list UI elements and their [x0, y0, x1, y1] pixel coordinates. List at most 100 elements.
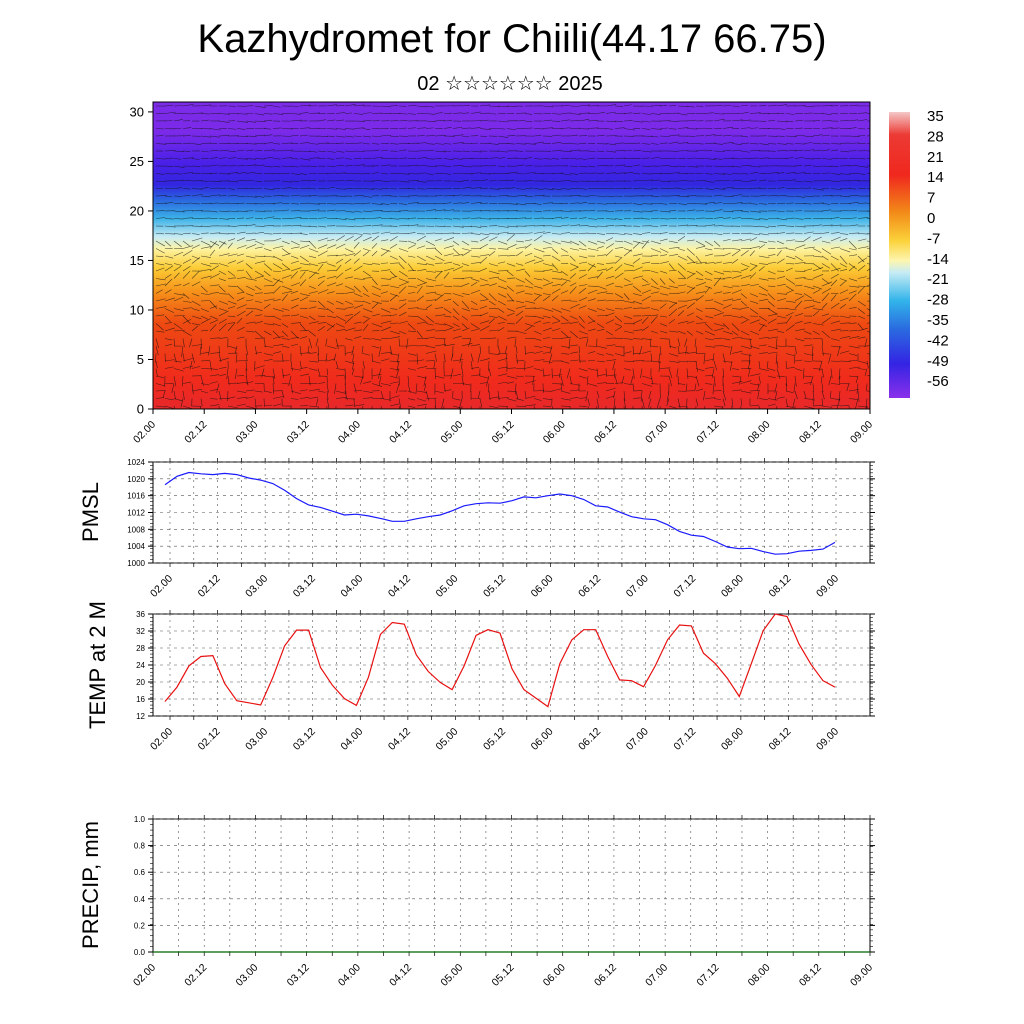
wind-vector [596, 263, 605, 265]
wind-vector [497, 366, 509, 369]
wind-vector [344, 285, 355, 291]
wind-vector [632, 275, 644, 279]
wind-vector [785, 179, 796, 182]
wind-vector [173, 323, 183, 330]
wind-vector [794, 300, 803, 309]
wind-vector [794, 295, 805, 302]
series-line [164, 471, 836, 555]
wind-vector [461, 217, 471, 219]
wind-vector [785, 345, 795, 347]
wind-vector [189, 338, 193, 348]
wind-vector [182, 195, 191, 197]
wind-vector [254, 240, 265, 246]
wind-vector [398, 157, 408, 159]
wind-vector [533, 217, 544, 219]
wind-vector [416, 359, 425, 362]
y-tick-label: 0.2 [134, 921, 146, 930]
wind-vector [281, 374, 291, 377]
wind-vector [443, 245, 454, 249]
wind-vector [164, 398, 174, 401]
wind-vector [749, 319, 760, 324]
wind-vector [713, 278, 725, 280]
wind-vector [677, 310, 685, 317]
wind-vector [461, 315, 468, 321]
wind-vector [569, 303, 580, 309]
wind-vector [290, 330, 299, 339]
wind-vector [839, 280, 847, 287]
wind-vector [290, 105, 300, 107]
wind-vector [578, 269, 587, 272]
wind-vector [254, 330, 263, 339]
wind-vector [515, 195, 527, 197]
wind-vector [272, 143, 281, 145]
wind-vector [515, 240, 524, 243]
wind-vector [650, 135, 659, 138]
wind-vector [794, 172, 806, 174]
wind-vector [623, 383, 633, 386]
x-tick-label: 04.00 [336, 419, 363, 446]
wind-vector [722, 134, 732, 137]
wind-vector [236, 291, 245, 294]
wind-vector [272, 383, 275, 395]
wind-vector [704, 253, 713, 257]
wind-vector [335, 254, 347, 257]
wind-vector [776, 293, 787, 295]
wind-vector [533, 203, 542, 205]
wind-vector [659, 218, 669, 220]
wind-vector [677, 224, 689, 227]
wind-vector [686, 312, 694, 317]
wind-vector [353, 265, 363, 272]
wind-vector [767, 285, 776, 287]
wind-vector [227, 242, 233, 249]
wind-vector [569, 375, 572, 385]
wind-vector [272, 368, 276, 379]
wind-vector [776, 143, 787, 145]
wind-vector [848, 224, 859, 227]
wind-vector [605, 395, 615, 399]
wind-vector [155, 405, 166, 408]
wind-vector [344, 291, 355, 294]
wind-vector [434, 294, 444, 302]
wind-vector [776, 396, 785, 399]
wind-vector [452, 293, 464, 297]
wind-vector [470, 353, 474, 362]
wind-vector [659, 330, 668, 334]
wind-vector [668, 302, 677, 309]
wind-vector [281, 390, 285, 399]
wind-vector [596, 254, 607, 257]
wind-vector [398, 320, 408, 324]
wind-vector [515, 316, 524, 324]
wind-vector [245, 149, 254, 152]
wind-vector [713, 405, 724, 408]
wind-vector [677, 291, 686, 294]
wind-vector [299, 397, 310, 399]
wind-vector [335, 157, 344, 159]
wind-vector [803, 398, 813, 400]
wind-vector [344, 165, 353, 167]
colorbar-label: 21 [927, 149, 944, 166]
wind-vector [569, 351, 578, 354]
wind-vector [245, 285, 255, 291]
wind-vector [281, 209, 290, 212]
wind-vector [389, 275, 398, 279]
wind-vector [614, 285, 623, 288]
wind-vector [803, 293, 812, 299]
wind-vector [605, 387, 616, 392]
wind-vector [641, 218, 650, 220]
wind-vector [767, 278, 776, 280]
wind-vector [533, 359, 545, 362]
wind-vector [434, 218, 444, 220]
wind-vector [830, 165, 839, 167]
wind-vector [335, 272, 344, 279]
wind-vector [794, 390, 798, 400]
wind-vector [866, 210, 870, 212]
wind-vector [335, 112, 346, 114]
wind-vector [488, 248, 497, 250]
wind-vector [209, 180, 221, 182]
wind-vector [434, 314, 446, 317]
wind-vector [191, 366, 201, 369]
wind-vector [632, 397, 641, 399]
wind-vector [371, 338, 382, 341]
wind-vector [191, 315, 202, 320]
wind-vector [281, 240, 290, 245]
